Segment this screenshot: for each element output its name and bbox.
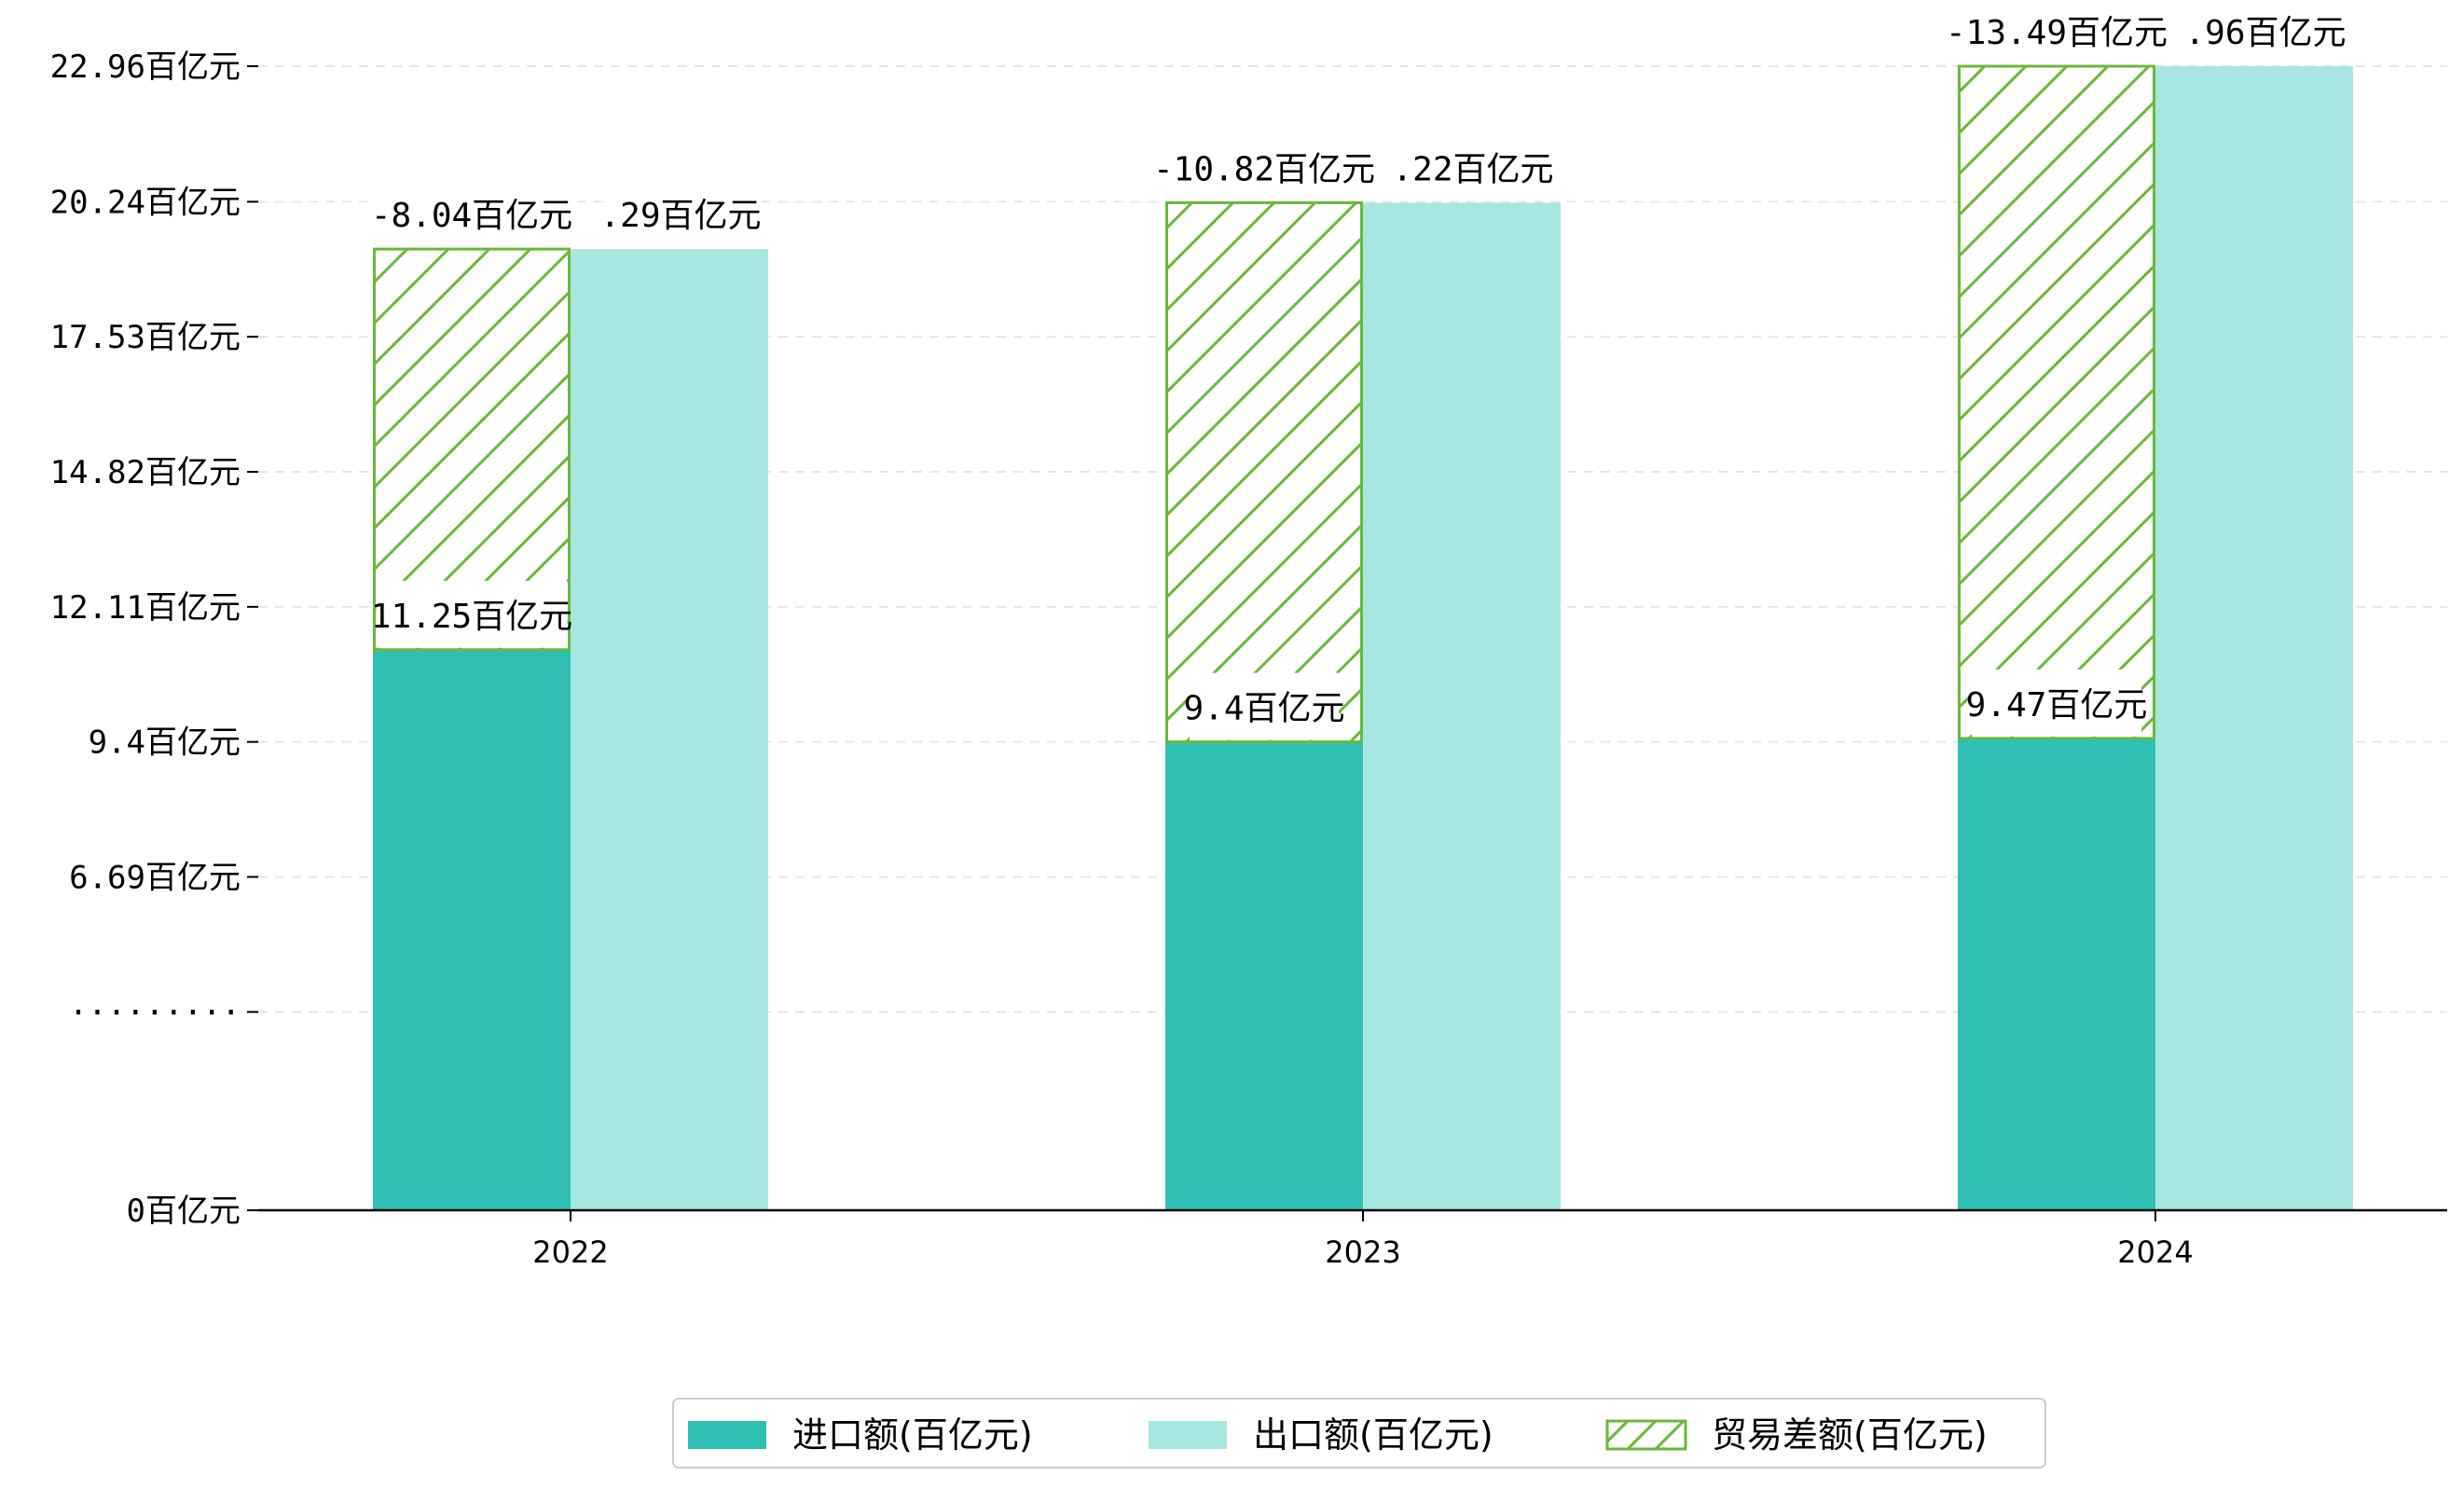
data-label-export-2022: .29百亿元	[599, 197, 761, 235]
data-label-balance-2023-bg	[1158, 133, 1370, 201]
data-label-balance-2022-bg	[376, 180, 568, 248]
data-label-import-2022-bg	[376, 580, 568, 648]
data-label-export-2023-bg	[1398, 133, 1548, 201]
data-label-export-2024: .96百亿元	[2184, 14, 2346, 52]
y-tick-label: 0百亿元	[127, 1193, 241, 1230]
legend-swatch-2	[1605, 1419, 1687, 1451]
bar-import-2022	[373, 649, 571, 1210]
bar-export-2022	[571, 249, 768, 1210]
bars-group	[373, 64, 2353, 1210]
bar-balance-2024	[1958, 64, 2155, 740]
legend-swatch-1	[1149, 1421, 1227, 1449]
data-label-balance-2022: -8.04百亿元	[371, 197, 572, 235]
y-tick-label: 17.53百亿元	[50, 319, 241, 356]
legend-box	[672, 1398, 2046, 1469]
legend-label-1: 出口额(百亿元)	[1253, 1414, 1494, 1456]
data-label-import-2022: 11.25百亿元	[371, 598, 572, 636]
data-label-export-2023: .22百亿元	[1392, 150, 1553, 188]
legend-label-2: 贸易差额(百亿元)	[1712, 1414, 1988, 1456]
bar-balance-2023	[1165, 200, 1363, 744]
data-label-import-2024-bg	[1972, 669, 2141, 737]
y-tick-label: 22.96百亿元	[50, 48, 241, 86]
y-tick-label: 12.11百亿元	[50, 589, 241, 627]
y-tick-label: 6.69百亿元	[69, 859, 241, 896]
legend-label-0: 进口额(百亿元)	[792, 1414, 1033, 1456]
y-tick-label: 14.82百亿元	[50, 454, 241, 491]
data-label-balance-2024: -13.49百亿元	[1946, 14, 2168, 52]
bar-import-2023	[1165, 741, 1363, 1210]
axes-group: 0百亿元 ········· 6.69百亿元 9.4百亿元 12.11百亿元 14.82百…	[50, 48, 2447, 1270]
y-tick-label: 20.24百亿元	[50, 184, 241, 221]
data-label-import-2024: 9.47百亿元	[1966, 686, 2148, 724]
x-tick-label-2023: 2023	[1325, 1235, 1400, 1270]
bar-export-2023	[1363, 202, 1561, 1210]
legend: 进口额(百亿元) 出口额(百亿元) 贸易差额(百亿元)	[672, 1398, 2046, 1469]
data-label-export-2022-bg	[606, 180, 755, 248]
data-label-balance-2024-bg	[1950, 0, 2163, 64]
data-label-export-2024-bg	[2191, 0, 2340, 64]
y-tick-label: 9.4百亿元	[89, 724, 241, 762]
data-labels-group: 11.25百亿元 .29百亿元 -8.04百亿元 9.4百亿元 .22百亿元 -10.82…	[371, 0, 2347, 740]
x-tick-label-2024: 2024	[2117, 1235, 2193, 1270]
data-label-import-2023-bg	[1190, 672, 1339, 740]
x-tick-label-2022: 2022	[532, 1235, 608, 1270]
bar-export-2024	[2155, 66, 2353, 1210]
data-label-import-2023: 9.4百亿元	[1183, 690, 1344, 728]
legend-swatch-0	[688, 1421, 766, 1449]
y-tick-label: ·········	[69, 994, 241, 1031]
bar-import-2024	[1958, 738, 2155, 1210]
data-label-balance-2023: -10.82百亿元	[1153, 150, 1375, 188]
